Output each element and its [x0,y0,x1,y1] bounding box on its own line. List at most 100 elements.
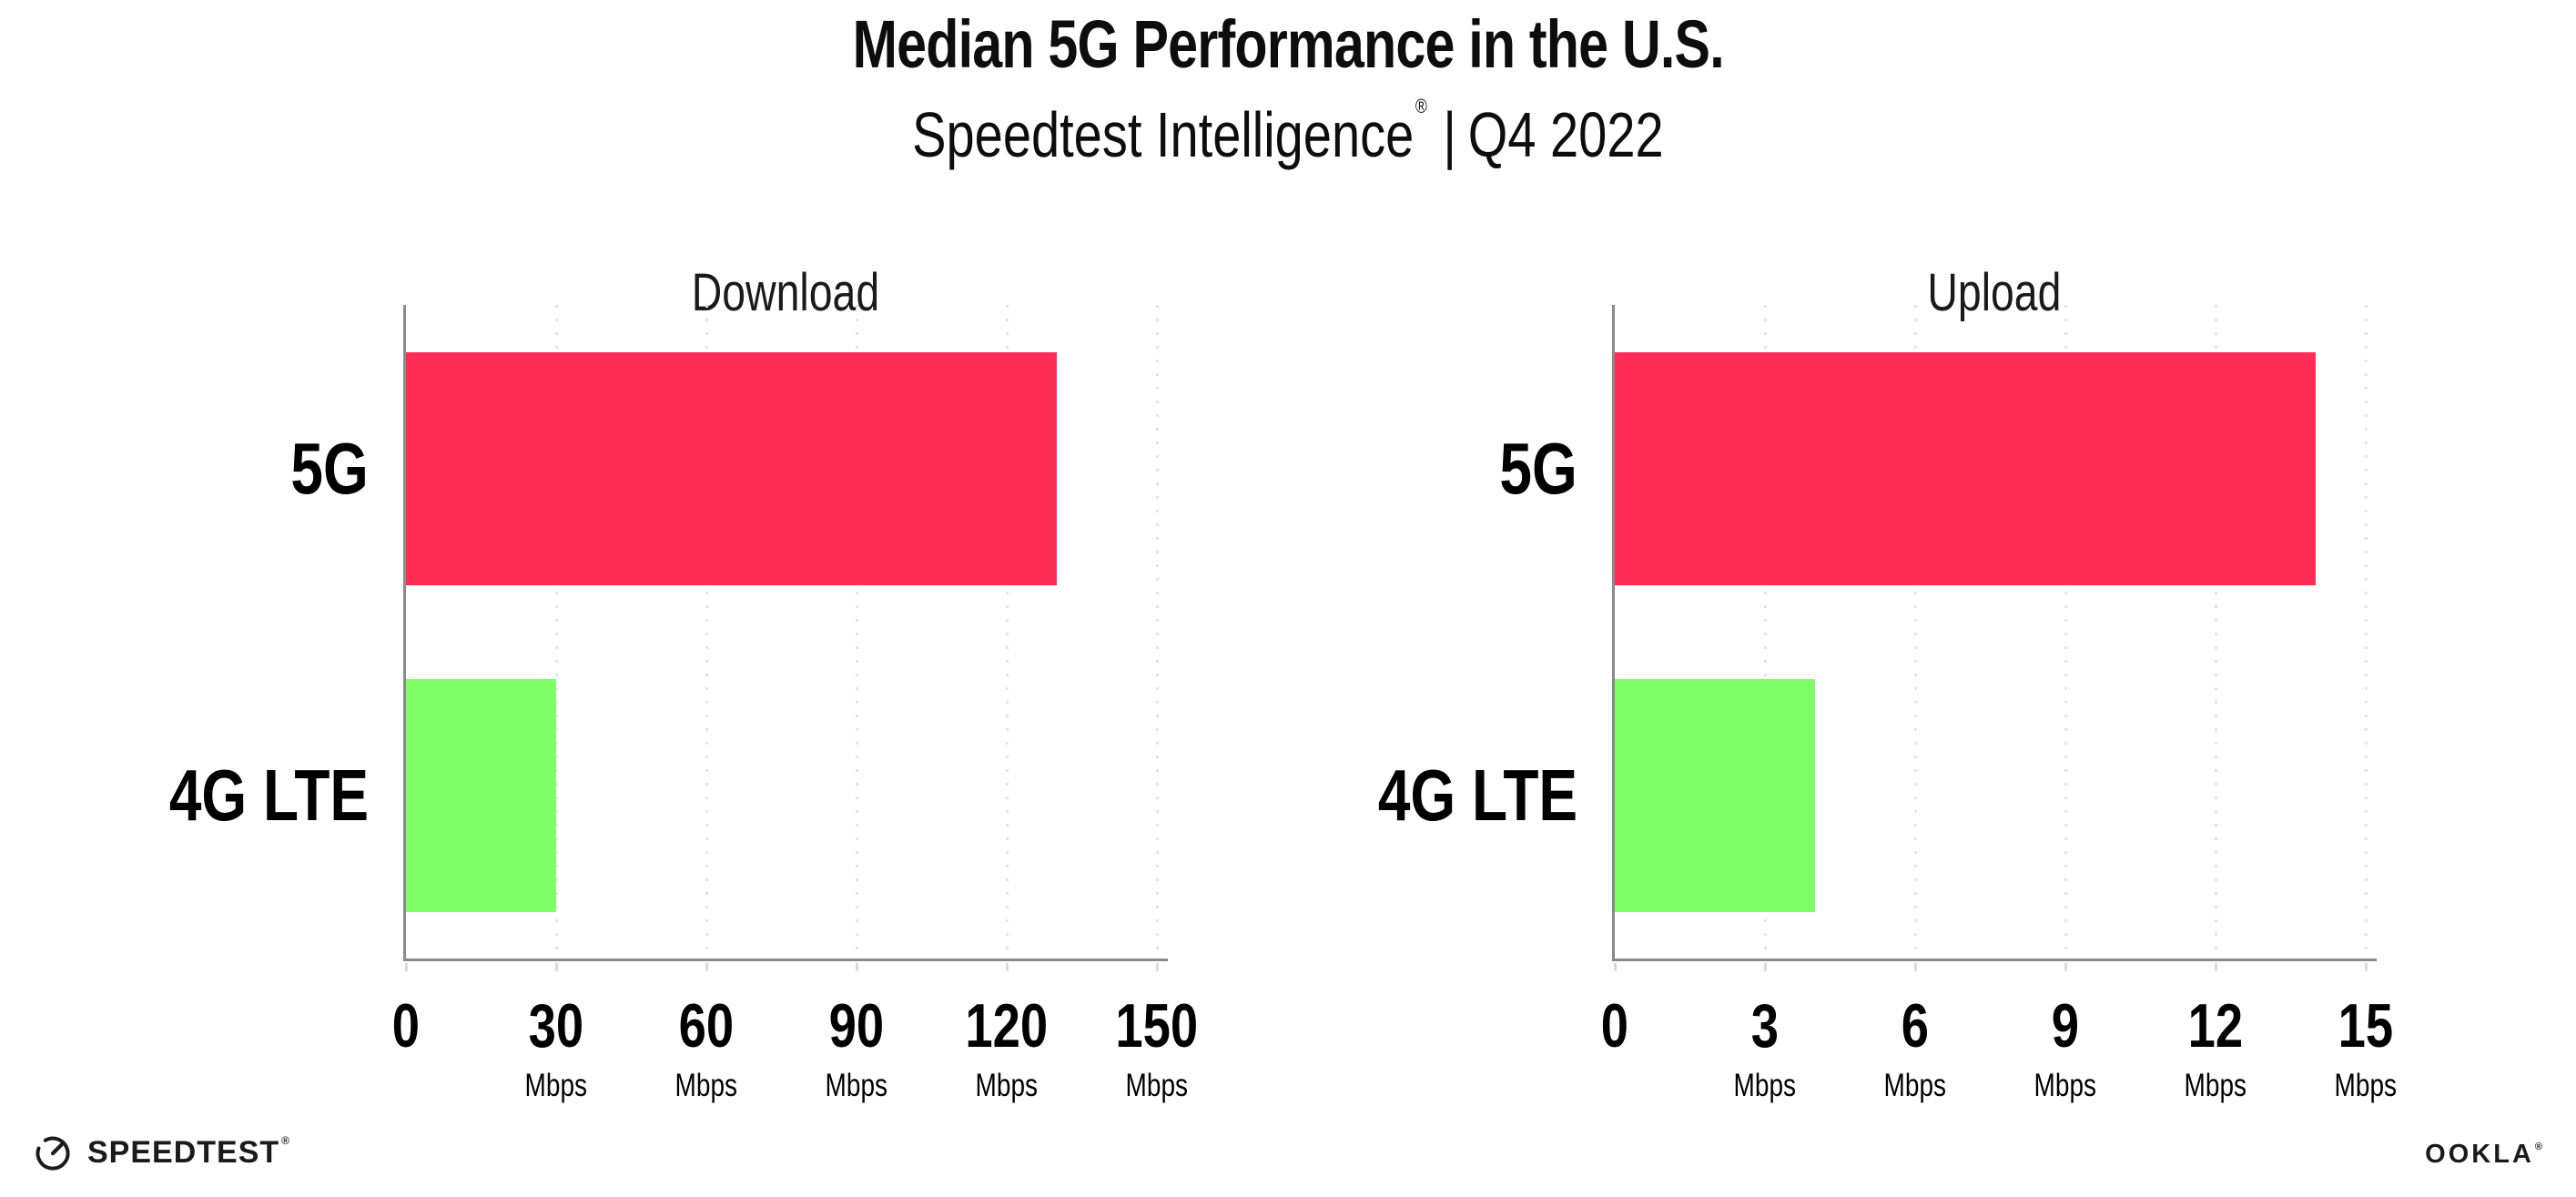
page-subtitle-text: Speedtest Intelligence® | Q4 2022 [912,95,1663,171]
tick-mark-9 [2064,963,2067,971]
bar-5g [1615,351,2316,585]
x-tick-unit-text: Mbps [524,1068,588,1103]
y-axis-line [403,305,406,961]
x-tick-unit-60: Mbps [606,1068,806,1104]
gridline-90 [855,305,858,959]
category-label-5g: 5G [1195,305,1577,632]
x-tick-label-0: 0 [306,990,506,1061]
ookla-trademark: ® [2534,1141,2545,1152]
x-tick-unit-6: Mbps [1815,1068,2015,1104]
gridline-9 [2064,305,2067,959]
x-tick-unit-9: Mbps [1965,1068,2165,1104]
tick-mark-6 [1913,963,1917,971]
category-label-4g-lte: 4G LTE [1195,632,1577,959]
category-label-4g-lte: 4G LTE [0,632,369,959]
tick-mark-0 [404,963,408,971]
x-tick-unit-90: Mbps [756,1068,957,1104]
speedtest-gauge-icon [35,1136,70,1171]
gridline-120 [1005,305,1009,959]
chart-upload: Upload 0 3 Mbps 6 Mbps 9 Mbps 12 Mbps 15 Mbps 5G 4G… [1378,218,2398,1129]
gridline-6 [1913,305,1917,959]
ookla-logo: OOKLA® [2425,1140,2545,1170]
category-label-text: 4G LTE [168,754,369,836]
x-tick-label-text: 0 [1600,991,1629,1060]
x-tick-label-6: 6 [1815,990,2015,1061]
page-subtitle: Speedtest Intelligence® | Q4 2022 [0,95,2576,171]
gridline-60 [705,305,708,959]
x-tick-label-text: 150 [1115,991,1199,1060]
gridline-12 [2214,305,2217,959]
x-tick-label-text: 3 [1750,991,1780,1060]
tick-mark-150 [1155,963,1159,971]
x-axis-line [1612,959,2377,961]
speedtest-label: SPEEDTEST [87,1135,280,1170]
chart-title-text: Download [691,263,880,323]
x-tick-label-9: 9 [1965,990,2165,1061]
x-tick-unit-12: Mbps [2115,1068,2316,1104]
gridline-30 [554,305,558,959]
x-tick-label-text: 90 [828,991,885,1060]
x-tick-label-text: 12 [2187,991,2244,1060]
ookla-label: OOKLA [2425,1140,2534,1169]
gridline-15 [2364,305,2368,959]
category-label-text: 4G LTE [1377,754,1577,836]
x-tick-unit-text: Mbps [1125,1068,1189,1103]
x-tick-unit-text: Mbps [2033,1068,2097,1103]
x-tick-label-text: 0 [391,991,421,1060]
x-tick-unit-3: Mbps [1665,1068,1865,1104]
tick-mark-3 [1763,963,1767,971]
tick-mark-120 [1005,963,1009,971]
subtitle-period: Q4 2022 [1467,99,1664,170]
bar-4g-lte [406,678,556,912]
chart-download: Download 0 30 Mbps 60 Mbps 90 Mbps 120 Mbps 150 Mb… [169,218,1199,1129]
speedtest-logo: SPEEDTEST ® [33,1132,290,1172]
tick-mark-90 [855,963,858,971]
x-tick-unit-150: Mbps [1057,1068,1257,1104]
bar-4g-lte [1615,678,1815,912]
subtitle-product: Speedtest Intelligence [912,99,1415,170]
x-tick-unit-text: Mbps [1883,1068,1947,1103]
tick-mark-60 [705,963,708,971]
gridline-3 [1763,305,1767,959]
subtitle-divider: | [1443,99,1457,170]
x-tick-label-text: 15 [2338,991,2394,1060]
x-axis-line [403,959,1168,961]
x-tick-label-text: 60 [678,991,735,1060]
chart-title: Download [403,262,1168,323]
tick-mark-12 [2214,963,2217,971]
page-title: Median 5G Performance in the U.S. [0,5,2576,83]
chart-title: Upload [1612,262,2377,323]
x-tick-label-text: 6 [1901,991,1930,1060]
plot-area: 0 3 Mbps 6 Mbps 9 Mbps 12 Mbps 15 Mbps 5G 4G LTE [1378,305,2397,1103]
x-tick-unit-text: Mbps [825,1068,888,1103]
tick-mark-30 [554,963,558,971]
category-label-5g: 5G [0,305,369,632]
x-tick-label-3: 3 [1665,990,1865,1061]
y-axis-line [1612,305,1615,961]
x-tick-label-12: 12 [2115,990,2316,1061]
category-label-text: 5G [290,427,369,509]
x-tick-label-90: 90 [756,990,957,1061]
x-tick-label-0: 0 [1515,990,1715,1061]
x-tick-label-60: 60 [606,990,806,1061]
x-tick-unit-text: Mbps [674,1068,738,1103]
gridline-150 [1155,305,1159,959]
registered-mark: ® [1415,95,1427,117]
x-tick-unit-text: Mbps [2184,1068,2247,1103]
x-tick-unit-text: Mbps [2334,1068,2398,1103]
x-tick-unit-text: Mbps [975,1068,1039,1103]
x-tick-unit-30: Mbps [456,1068,656,1104]
chart-title-text: Upload [1927,263,2062,323]
x-tick-label-text: 30 [528,991,584,1060]
plot-area: 0 30 Mbps 60 Mbps 90 Mbps 120 Mbps 150 Mbps 5G 4G L… [169,305,1198,1103]
tick-mark-15 [2364,963,2368,971]
page-title-text: Median 5G Performance in the U.S. [852,6,1724,82]
category-label-text: 5G [1499,427,1577,509]
x-tick-label-30: 30 [456,990,656,1061]
speedtest-wordmark: SPEEDTEST ® [87,1134,290,1171]
speedtest-trademark: ® [281,1134,291,1147]
x-tick-label-text: 9 [2051,991,2080,1060]
bar-5g [406,351,1057,585]
x-tick-label-15: 15 [2266,990,2466,1061]
